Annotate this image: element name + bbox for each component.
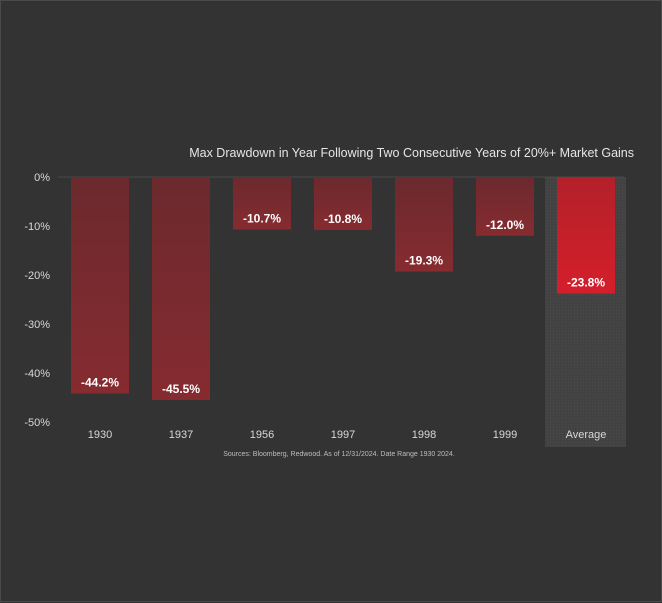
bar-data-label: -45.5% — [162, 382, 200, 396]
bar-data-label: -19.3% — [405, 254, 443, 268]
x-tick-label: 1999 — [493, 429, 517, 441]
bar-1956 — [233, 177, 291, 230]
x-tick-label: 1956 — [250, 429, 274, 441]
x-tick-label: 1937 — [169, 429, 193, 441]
bar-1997 — [314, 177, 372, 230]
y-tick-label: -10% — [24, 221, 50, 233]
x-tick-label: Average — [566, 429, 607, 441]
bar-average — [557, 177, 615, 294]
bar-data-label: -10.8% — [324, 212, 362, 226]
x-tick-label: 1930 — [88, 429, 112, 441]
x-tick-label: 1998 — [412, 429, 436, 441]
bar-1999 — [476, 177, 534, 236]
bar-data-label: -44.2% — [81, 376, 119, 390]
chart-source-note: Sources: Bloomberg, Redwood. As of 12/31… — [223, 451, 455, 458]
y-tick-label: -30% — [24, 319, 50, 331]
bar-data-label: -12.0% — [486, 218, 524, 232]
y-tick-label: -40% — [24, 368, 50, 380]
x-tick-label: 1997 — [331, 429, 355, 441]
y-tick-label: -20% — [24, 270, 50, 282]
bar-1930 — [71, 177, 129, 394]
bar-data-label: -23.8% — [567, 276, 605, 290]
chart-title: Max Drawdown in Year Following Two Conse… — [189, 146, 634, 160]
bar-data-label: -10.7% — [243, 211, 281, 225]
y-tick-label: -50% — [24, 417, 50, 429]
y-tick-label: 0% — [34, 172, 50, 184]
bar-1937 — [152, 177, 210, 400]
bar-1998 — [395, 177, 453, 272]
